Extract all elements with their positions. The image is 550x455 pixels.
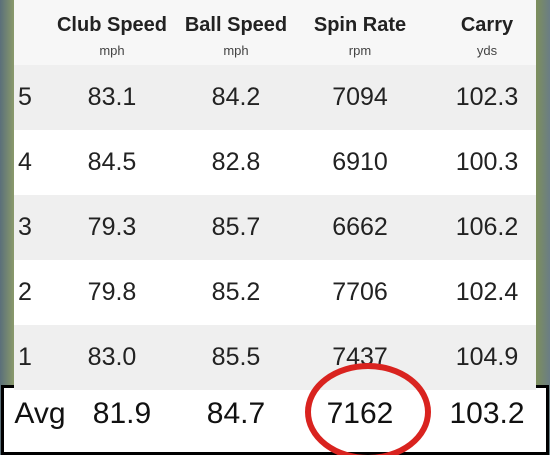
column-unit: yds	[476, 43, 498, 58]
row-band	[14, 130, 536, 195]
row-value: 79.8	[87, 278, 137, 306]
column-title: Carry	[460, 14, 514, 36]
column-unit: mph	[223, 43, 249, 58]
row-value: 102.3	[455, 83, 519, 111]
column-unit: mph	[99, 43, 125, 58]
average-value: 7162	[326, 397, 394, 430]
row-label: 3	[18, 213, 32, 241]
row-value: 85.7	[211, 213, 261, 241]
column-unit: rpm	[348, 43, 372, 58]
row-value: 6662	[332, 213, 388, 241]
row-band	[14, 325, 536, 390]
row-band	[14, 260, 536, 325]
header-band	[14, 0, 536, 65]
column-title: Ball Speed	[184, 14, 288, 36]
row-value: 106.2	[455, 213, 519, 241]
average-label: Avg	[14, 397, 66, 430]
row-value: 85.2	[211, 278, 261, 306]
average-value: 84.7	[206, 397, 266, 430]
row-band	[14, 195, 536, 260]
row-value: 104.9	[455, 343, 519, 371]
row-value: 84.2	[211, 83, 261, 111]
column-title: Club Speed	[56, 14, 168, 36]
row-value: 83.1	[87, 83, 137, 111]
row-value: 84.5	[87, 148, 137, 176]
row-label: 4	[18, 148, 32, 176]
row-value: 85.5	[211, 343, 261, 371]
row-value: 7094	[332, 83, 388, 111]
average-value: 103.2	[449, 397, 525, 430]
row-value: 100.3	[455, 148, 519, 176]
row-value: 79.3	[87, 213, 137, 241]
row-label: 2	[18, 278, 32, 306]
row-value: 82.8	[211, 148, 261, 176]
column-title: Spin Rate	[313, 14, 407, 36]
row-label: 5	[18, 83, 32, 111]
highlight-circle	[305, 363, 431, 455]
row-value: 7706	[332, 278, 388, 306]
row-label: 1	[18, 343, 32, 371]
average-value: 81.9	[92, 397, 152, 430]
row-value: 102.4	[455, 278, 519, 306]
row-value: 6910	[332, 148, 388, 176]
row-value: 83.0	[87, 343, 137, 371]
row-band	[14, 65, 536, 130]
